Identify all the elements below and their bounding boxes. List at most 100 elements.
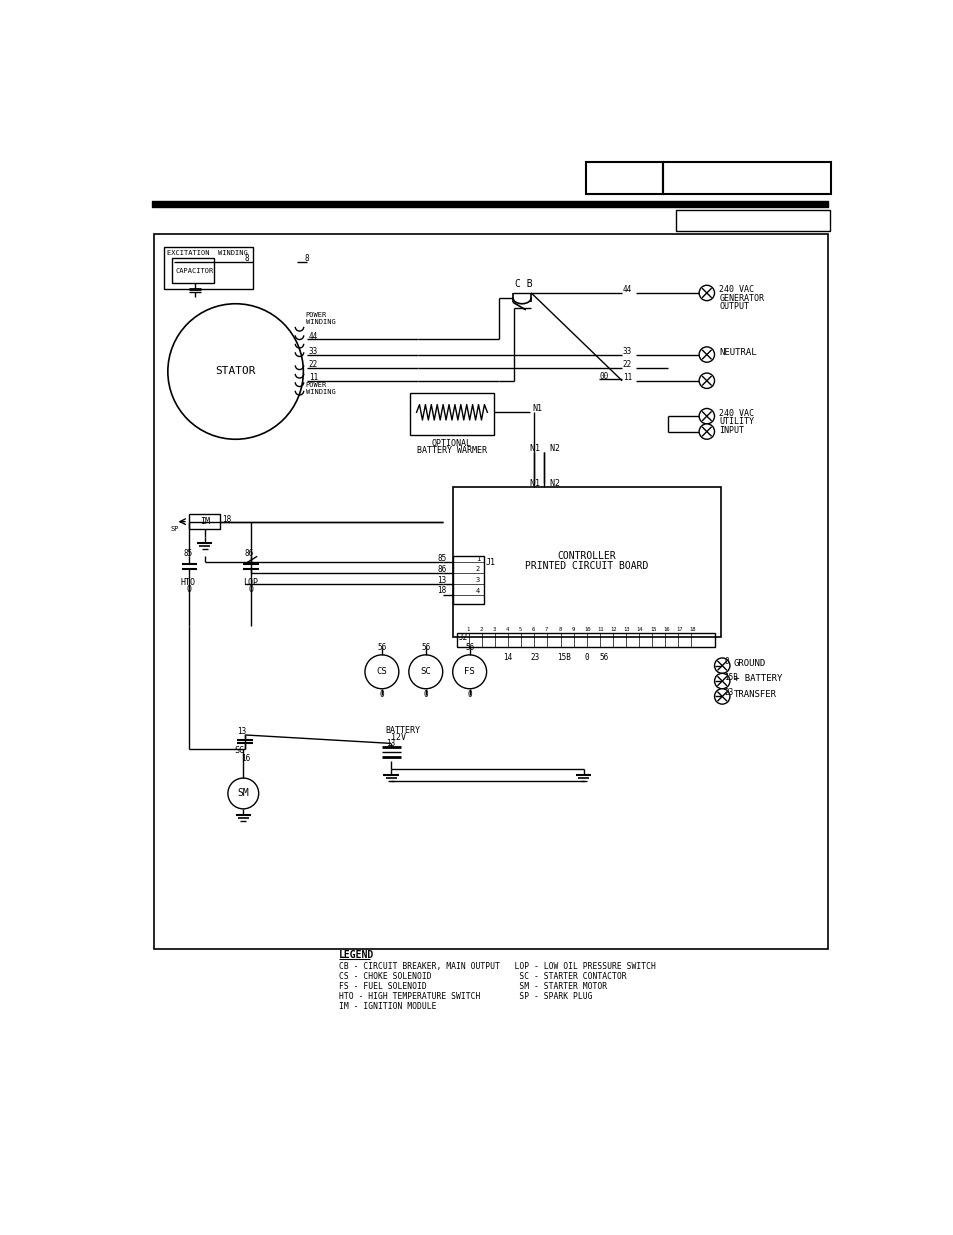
Text: HTO - HIGH TEMPERATURE SWITCH        SP - SPARK PLUG: HTO - HIGH TEMPERATURE SWITCH SP - SPARK… bbox=[338, 992, 592, 1002]
Text: 7: 7 bbox=[544, 627, 548, 632]
Text: IM - IGNITION MODULE: IM - IGNITION MODULE bbox=[338, 1003, 436, 1011]
Text: 85: 85 bbox=[183, 548, 193, 558]
Bar bbox=[153, 235, 827, 948]
Text: 17: 17 bbox=[676, 627, 681, 632]
Text: 4: 4 bbox=[505, 627, 509, 632]
Text: 56: 56 bbox=[420, 642, 430, 652]
Text: 33: 33 bbox=[309, 347, 317, 356]
Circle shape bbox=[699, 373, 714, 389]
Text: GENERATOR: GENERATOR bbox=[719, 294, 763, 303]
Text: 10: 10 bbox=[584, 627, 590, 632]
Text: GROUND: GROUND bbox=[733, 658, 765, 668]
Text: BATTERY WARMER: BATTERY WARMER bbox=[416, 446, 486, 456]
Text: J2: J2 bbox=[458, 634, 468, 642]
Bar bbox=[172, 258, 213, 283]
Text: 13: 13 bbox=[237, 727, 246, 736]
Text: 18: 18 bbox=[436, 587, 446, 595]
Text: HTO: HTO bbox=[180, 578, 195, 587]
Text: 0: 0 bbox=[584, 653, 588, 662]
Text: FS - FUEL SOLENOID                   SM - STARTER MOTOR: FS - FUEL SOLENOID SM - STARTER MOTOR bbox=[338, 982, 606, 992]
Text: 13: 13 bbox=[623, 627, 630, 632]
Bar bbox=[453, 487, 720, 637]
Text: 44: 44 bbox=[622, 285, 632, 294]
Text: WINDING: WINDING bbox=[305, 389, 335, 394]
Text: SP: SP bbox=[170, 526, 178, 532]
Text: 33: 33 bbox=[622, 347, 632, 356]
Text: 8: 8 bbox=[244, 254, 249, 263]
Text: 56: 56 bbox=[464, 642, 474, 652]
Text: PRINTED CIRCUIT BOARD: PRINTED CIRCUIT BOARD bbox=[524, 561, 648, 571]
Text: 15: 15 bbox=[649, 627, 656, 632]
Circle shape bbox=[453, 655, 486, 689]
Text: 240 VAC: 240 VAC bbox=[719, 409, 754, 417]
Text: 18: 18 bbox=[688, 627, 695, 632]
Text: WINDING: WINDING bbox=[305, 319, 335, 325]
Text: 12: 12 bbox=[610, 627, 617, 632]
Text: 2: 2 bbox=[476, 567, 479, 572]
Circle shape bbox=[699, 424, 714, 440]
Text: 16: 16 bbox=[662, 627, 669, 632]
Circle shape bbox=[714, 673, 729, 689]
Text: 44: 44 bbox=[309, 331, 317, 341]
Text: 3: 3 bbox=[476, 577, 479, 583]
Bar bbox=[676, 210, 829, 231]
Text: POWER: POWER bbox=[305, 312, 327, 319]
Text: 85: 85 bbox=[436, 555, 446, 563]
Text: BATTERY: BATTERY bbox=[385, 726, 420, 735]
Circle shape bbox=[699, 347, 714, 362]
Bar bbox=[662, 162, 830, 194]
Text: J1: J1 bbox=[484, 558, 495, 567]
Text: CB - CIRCUIT BREAKER, MAIN OUTPUT   LOP - LOW OIL PRESSURE SWITCH: CB - CIRCUIT BREAKER, MAIN OUTPUT LOP - … bbox=[338, 962, 655, 971]
Text: 11: 11 bbox=[622, 373, 632, 382]
Text: CONTROLLER: CONTROLLER bbox=[557, 551, 616, 561]
Text: STATOR: STATOR bbox=[215, 367, 255, 377]
Text: + BATTERY: + BATTERY bbox=[733, 674, 781, 683]
Text: 11: 11 bbox=[309, 373, 317, 382]
Text: 9: 9 bbox=[571, 627, 574, 632]
Text: CAPACITOR: CAPACITOR bbox=[175, 268, 213, 274]
Text: N1: N1 bbox=[532, 404, 541, 412]
Text: 23: 23 bbox=[723, 688, 733, 697]
Text: TRANSFER: TRANSFER bbox=[733, 689, 776, 699]
Text: 86: 86 bbox=[245, 548, 253, 558]
Text: 5: 5 bbox=[518, 627, 521, 632]
Text: C B: C B bbox=[515, 279, 532, 289]
Text: IM: IM bbox=[199, 517, 210, 526]
Text: N1  N2: N1 N2 bbox=[529, 445, 559, 453]
Text: 0: 0 bbox=[467, 690, 472, 699]
Text: 240 VAC: 240 VAC bbox=[719, 285, 754, 294]
Bar bbox=[410, 393, 493, 436]
Text: CS - CHOKE SOLENOID                  SC - STARTER CONTACTOR: CS - CHOKE SOLENOID SC - STARTER CONTACT… bbox=[338, 972, 626, 982]
Circle shape bbox=[714, 658, 729, 673]
Circle shape bbox=[228, 778, 258, 809]
Circle shape bbox=[365, 655, 398, 689]
Text: 18: 18 bbox=[222, 515, 232, 524]
Text: 8: 8 bbox=[305, 254, 309, 263]
Text: FS: FS bbox=[464, 667, 475, 677]
Text: 2: 2 bbox=[479, 627, 482, 632]
Text: OPTIONAL: OPTIONAL bbox=[432, 438, 472, 447]
Text: 12V: 12V bbox=[391, 732, 406, 742]
Bar bbox=[456, 634, 715, 647]
Text: 23: 23 bbox=[530, 653, 539, 662]
Text: 8: 8 bbox=[558, 627, 561, 632]
Bar bbox=[164, 247, 253, 289]
Text: LEGEND: LEGEND bbox=[338, 950, 374, 960]
Text: 0: 0 bbox=[723, 657, 728, 667]
Text: SC: SC bbox=[234, 746, 245, 755]
Text: POWER: POWER bbox=[305, 382, 327, 388]
Bar bbox=[453, 556, 483, 604]
Text: 86: 86 bbox=[436, 564, 446, 574]
Text: 11: 11 bbox=[597, 627, 603, 632]
Bar bbox=[190, 514, 220, 530]
Bar bbox=[585, 162, 662, 194]
Text: SM: SM bbox=[237, 788, 249, 799]
Text: 0: 0 bbox=[187, 585, 192, 594]
Text: UTILITY: UTILITY bbox=[719, 417, 754, 426]
Text: 00: 00 bbox=[599, 372, 608, 380]
Text: 15B: 15B bbox=[557, 653, 571, 662]
Text: SC: SC bbox=[420, 667, 431, 677]
Circle shape bbox=[699, 285, 714, 300]
Text: 13: 13 bbox=[436, 576, 446, 584]
Text: 1: 1 bbox=[476, 556, 479, 562]
